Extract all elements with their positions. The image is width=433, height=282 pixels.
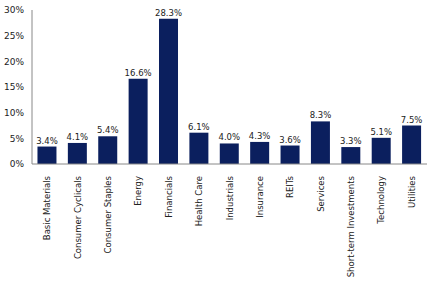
- svg-text:5.1%: 5.1%: [370, 127, 392, 137]
- svg-text:20%: 20%: [8, 57, 24, 67]
- svg-text:5.4%: 5.4%: [97, 125, 119, 135]
- svg-text:7.5%: 7.5%: [401, 115, 423, 125]
- svg-text:Short-term Investments: Short-term Investments: [346, 175, 356, 277]
- svg-text:8.3%: 8.3%: [310, 110, 332, 120]
- svg-text:Basic Materials: Basic Materials: [42, 175, 52, 240]
- svg-text:Utilities: Utilities: [407, 175, 417, 208]
- svg-text:3.6%: 3.6%: [279, 135, 301, 145]
- svg-text:Health Care: Health Care: [194, 176, 204, 226]
- svg-text:16.6%: 16.6%: [125, 68, 152, 78]
- svg-text:Financials: Financials: [164, 175, 174, 217]
- svg-text:Insurance: Insurance: [255, 176, 265, 218]
- svg-text:Consumer Cyclicals: Consumer Cyclicals: [73, 175, 83, 259]
- svg-text:4.0%: 4.0%: [218, 132, 240, 142]
- svg-text:15%: 15%: [8, 82, 24, 92]
- svg-text:30%: 30%: [8, 5, 24, 15]
- svg-text:Services: Services: [316, 175, 326, 211]
- svg-text:28.3%: 28.3%: [155, 8, 182, 18]
- svg-text:3.3%: 3.3%: [340, 136, 362, 146]
- svg-text:REITs: REITs: [285, 175, 295, 198]
- svg-text:10%: 10%: [8, 108, 24, 118]
- svg-text:5%: 5%: [10, 134, 25, 144]
- svg-text:Energy: Energy: [133, 176, 143, 206]
- svg-text:Technology: Technology: [376, 176, 386, 225]
- svg-text:3.4%: 3.4%: [36, 136, 58, 146]
- svg-text:4.1%: 4.1%: [67, 132, 89, 142]
- svg-text:Consumer Staples: Consumer Staples: [103, 175, 113, 253]
- svg-text:4.3%: 4.3%: [249, 131, 271, 141]
- svg-text:Industrials: Industrials: [225, 175, 235, 220]
- svg-text:0%: 0%: [10, 159, 25, 169]
- svg-text:25%: 25%: [8, 31, 24, 41]
- svg-text:6.1%: 6.1%: [188, 122, 210, 132]
